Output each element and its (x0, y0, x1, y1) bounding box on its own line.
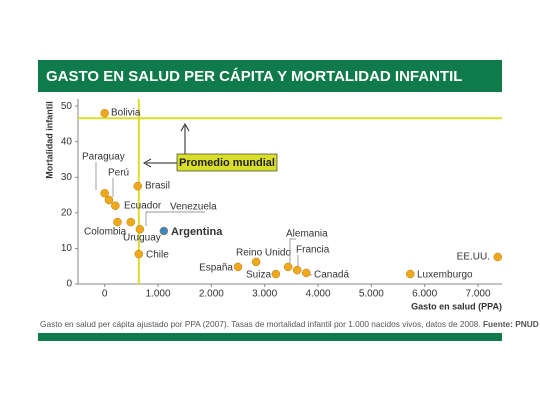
x-axis-title: Gasto en salud (PPA) (411, 301, 502, 311)
point-label: Luxemburgo (417, 270, 473, 281)
point-label: EE.UU. (457, 252, 490, 263)
point-label: Alemania (286, 229, 328, 240)
point (406, 269, 415, 279)
point-label: Ecuador (124, 201, 162, 212)
footnote: Gasto en salud per cápita ajustado por P… (40, 319, 539, 329)
x-tick-label: 0 (102, 289, 108, 300)
point-label: Suiza (246, 270, 271, 281)
point (126, 217, 136, 227)
y-tick-label: 20 (61, 207, 73, 218)
point-label: Bolivia (111, 108, 141, 119)
reference-arrow (180, 122, 190, 154)
point-label: Uruguay (123, 233, 161, 244)
y-axis-title: Mortalidad infantil (44, 101, 54, 179)
x-tick-label: 5.000 (359, 289, 384, 300)
x-tick-label: 3.000 (252, 289, 277, 300)
y-tick-label: 40 (61, 136, 73, 147)
point-label: Venezuela (170, 202, 217, 213)
point (113, 217, 122, 227)
point (100, 108, 109, 118)
y-tick-label: 30 (61, 172, 73, 183)
x-tick-label: 7.000 (465, 289, 490, 300)
x-tick-label: 2.000 (199, 289, 224, 300)
point-label: Brasil (145, 181, 170, 192)
point-label: Chile (146, 250, 169, 261)
leader-line (145, 211, 205, 226)
point (233, 262, 243, 272)
reference-label: Promedio mundial (179, 157, 275, 169)
point (271, 269, 281, 279)
source: Fuente: PNUD (483, 319, 539, 329)
header-bar (38, 60, 502, 92)
point (159, 226, 169, 236)
point-label: Argentina (171, 226, 223, 238)
footer-bar (38, 333, 502, 341)
point (283, 262, 293, 272)
point (251, 257, 261, 267)
y-tick-label: 50 (61, 101, 73, 112)
point (292, 265, 302, 275)
point (111, 201, 120, 210)
point (100, 189, 109, 198)
point-label: Perú (108, 168, 129, 179)
point (302, 268, 311, 278)
y-tick-label: 10 (61, 243, 73, 254)
point-label: Francia (296, 245, 330, 256)
chart-title: GASTO EN SALUD PER CÁPITA Y MORTALIDAD I… (46, 68, 462, 85)
point (135, 224, 145, 234)
point (104, 195, 114, 205)
note: Gasto en salud per cápita ajustado por P… (40, 319, 481, 329)
point-label: Reino Unido (236, 248, 291, 259)
point (133, 181, 142, 191)
point-label: Canadá (314, 270, 349, 281)
point-label: España (199, 263, 233, 274)
point-label: Paraguay (82, 152, 125, 163)
x-tick-label: 6.000 (412, 289, 437, 300)
x-tick-label: 4.000 (305, 289, 330, 300)
point (134, 249, 144, 259)
x-tick-label: 1.000 (145, 289, 170, 300)
reference-arrow (142, 158, 177, 168)
y-tick-label: 0 (66, 279, 72, 290)
point (493, 252, 502, 262)
point-label: Colombia (84, 227, 127, 238)
leader-line (289, 238, 296, 263)
